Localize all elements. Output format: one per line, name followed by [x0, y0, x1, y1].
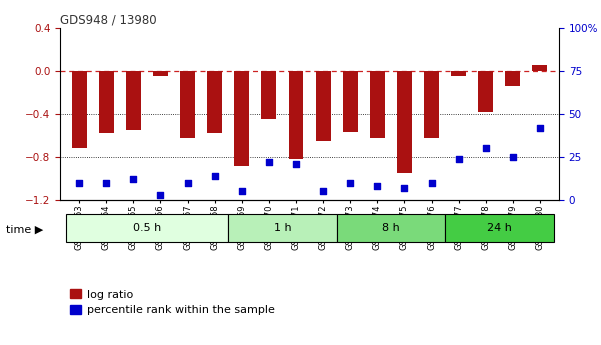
Bar [451, 71, 466, 76]
Bar [99, 71, 114, 133]
Point [237, 189, 246, 194]
Point [183, 180, 192, 186]
Point [102, 180, 111, 186]
Text: 0.5 h: 0.5 h [133, 223, 161, 233]
Text: 24 h: 24 h [487, 223, 511, 233]
Bar [66, 214, 228, 242]
Point [481, 146, 490, 151]
Legend: log ratio, percentile rank within the sample: log ratio, percentile rank within the sa… [66, 285, 279, 320]
Point [373, 184, 382, 189]
Text: 8 h: 8 h [382, 223, 400, 233]
Bar [337, 214, 445, 242]
Point [346, 180, 355, 186]
Point [156, 192, 165, 198]
Bar [505, 71, 520, 86]
Bar [532, 65, 548, 71]
Bar [207, 71, 222, 133]
Bar [261, 71, 276, 119]
Point [210, 173, 219, 179]
Bar [153, 71, 168, 76]
Bar [180, 71, 195, 138]
Bar [234, 71, 249, 166]
Bar [228, 214, 337, 242]
Bar [424, 71, 439, 138]
Point [75, 180, 84, 186]
Bar [370, 71, 385, 138]
Bar [316, 71, 331, 141]
Point [319, 189, 328, 194]
Bar [478, 71, 493, 112]
Point [264, 159, 273, 165]
Text: GDS948 / 13980: GDS948 / 13980 [60, 13, 157, 27]
Bar [397, 71, 412, 173]
Bar [445, 214, 554, 242]
Point [427, 180, 436, 186]
Text: 1 h: 1 h [273, 223, 291, 233]
Bar [288, 71, 304, 159]
Point [400, 185, 409, 191]
Bar [343, 71, 358, 132]
Point [291, 161, 300, 167]
Bar [72, 71, 87, 148]
Point [454, 156, 463, 161]
Text: time ▶: time ▶ [6, 225, 43, 234]
Point [535, 125, 545, 130]
Point [508, 154, 517, 160]
Bar [126, 71, 141, 130]
Point [129, 177, 138, 182]
